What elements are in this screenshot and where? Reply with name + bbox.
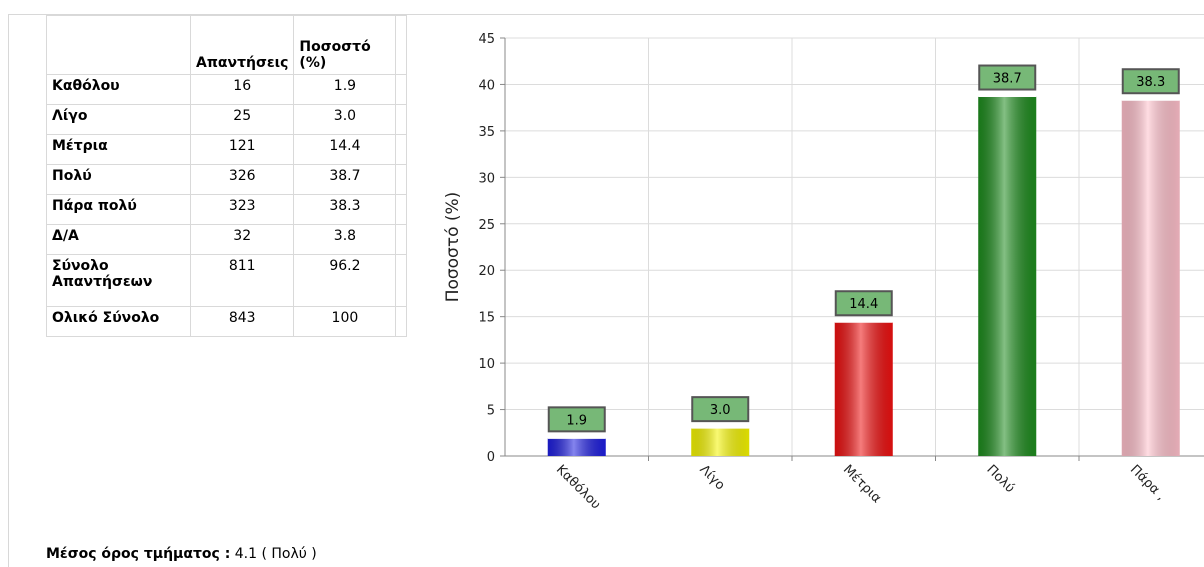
y-tick-label: 30 (478, 171, 495, 186)
x-tick-label: Καθόλου (553, 462, 603, 512)
row-pad (395, 164, 408, 195)
y-tick-label: 25 (478, 218, 495, 233)
bar-highlight (691, 428, 750, 456)
bar-highlight (547, 438, 606, 456)
y-axis-title: Ποσοστό (%) (443, 192, 463, 303)
header-percent: Ποσοστό (%) (293, 15, 397, 75)
row-count: 25 (189, 104, 295, 135)
table-row: Πολύ 326 38.7 (46, 164, 408, 195)
bar-highlight (834, 322, 893, 456)
row-count: 323 (189, 194, 295, 225)
row-percent: 1.9 (293, 74, 397, 105)
data-label-box (978, 64, 1037, 91)
average-label: Μέσος όρος τμήματος : (46, 546, 231, 562)
table-header-row: Απαντήσεις Ποσοστό (%) (46, 15, 408, 75)
row-count: 843 (189, 306, 295, 337)
row-count: 326 (189, 164, 295, 195)
row-percent: 96.2 (293, 254, 397, 307)
bar-highlight (1121, 100, 1180, 456)
row-pad (395, 254, 408, 307)
header-pad (395, 15, 408, 75)
row-label: Ολικό Σύνολο (46, 306, 191, 337)
row-count: 811 (189, 254, 295, 307)
row-label: Πολύ (46, 164, 191, 195)
row-percent: 38.3 (293, 194, 397, 225)
data-label: 38.7 (993, 72, 1022, 87)
data-label: 38.3 (1136, 75, 1165, 90)
row-label: Πάρα πολύ (46, 194, 191, 225)
x-tick-label: Πολύ (983, 462, 1017, 496)
data-label-box (834, 290, 893, 317)
table-row: Ολικό Σύνολο 843 100 (46, 306, 408, 337)
row-label: Σύνολο Απαντήσεων (46, 254, 191, 307)
header-empty (46, 15, 191, 75)
row-count: 121 (189, 134, 295, 165)
row-pad (395, 224, 408, 255)
row-label: Δ/Α (46, 224, 191, 255)
header-responses: Απαντήσεις (189, 15, 295, 75)
table-row: Δ/Α 32 3.8 (46, 224, 408, 255)
table-row: Λίγο 25 3.0 (46, 104, 408, 135)
x-tick-label: Λίγο (696, 462, 727, 493)
table-row: Μέτρια 121 14.4 (46, 134, 408, 165)
row-percent: 3.0 (293, 104, 397, 135)
y-tick-label: 0 (487, 450, 495, 465)
row-count: 32 (189, 224, 295, 255)
row-label: Λίγο (46, 104, 191, 135)
data-label-box (691, 396, 750, 423)
x-tick-label: Πάρα , (1127, 462, 1168, 503)
average-value: 4.1 ( Πολύ ) (230, 546, 317, 562)
row-label: Μέτρια (46, 134, 191, 165)
content-frame (8, 14, 1204, 567)
data-label: 3.0 (710, 403, 731, 418)
y-tick-label: 5 (487, 404, 495, 419)
row-percent: 100 (293, 306, 397, 337)
row-percent: 3.8 (293, 224, 397, 255)
bar-highlight (978, 96, 1037, 457)
row-percent: 38.7 (293, 164, 397, 195)
bar-chart: 0 5 10 15 20 25 30 35 40 45 Ποσοστό (%) 1.9 Καθόλου 3… (443, 32, 1204, 513)
y-tick-label: 10 (478, 357, 495, 372)
data-label: 1.9 (566, 413, 587, 428)
data-label-box (1121, 68, 1180, 95)
table-row: Καθόλου 16 1.9 (46, 74, 408, 105)
y-tick-label: 40 (478, 78, 495, 93)
data-label-box (547, 406, 606, 433)
row-pad (395, 74, 408, 105)
x-tick-label: Μέτρια (840, 462, 884, 506)
row-pad (395, 306, 408, 337)
table-row: Σύνολο Απαντήσεων 811 96.2 (46, 254, 408, 307)
table-row: Πάρα πολύ 323 38.3 (46, 194, 408, 225)
row-percent: 14.4 (293, 134, 397, 165)
data-label: 14.4 (849, 297, 878, 312)
row-count: 16 (189, 74, 295, 105)
y-tick-label: 15 (478, 311, 495, 326)
y-tick-label: 20 (478, 264, 495, 279)
department-average: Μέσος όρος τμήματος : 4.1 ( Πολύ ) (46, 546, 317, 562)
row-pad (395, 104, 408, 135)
row-pad (395, 194, 408, 225)
row-label: Καθόλου (46, 74, 191, 105)
results-table: Απαντήσεις Ποσοστό (%) Καθόλου 16 1.9 Λί… (46, 15, 408, 337)
y-tick-label: 35 (478, 125, 495, 140)
y-tick-label: 45 (478, 32, 495, 47)
row-pad (395, 134, 408, 165)
